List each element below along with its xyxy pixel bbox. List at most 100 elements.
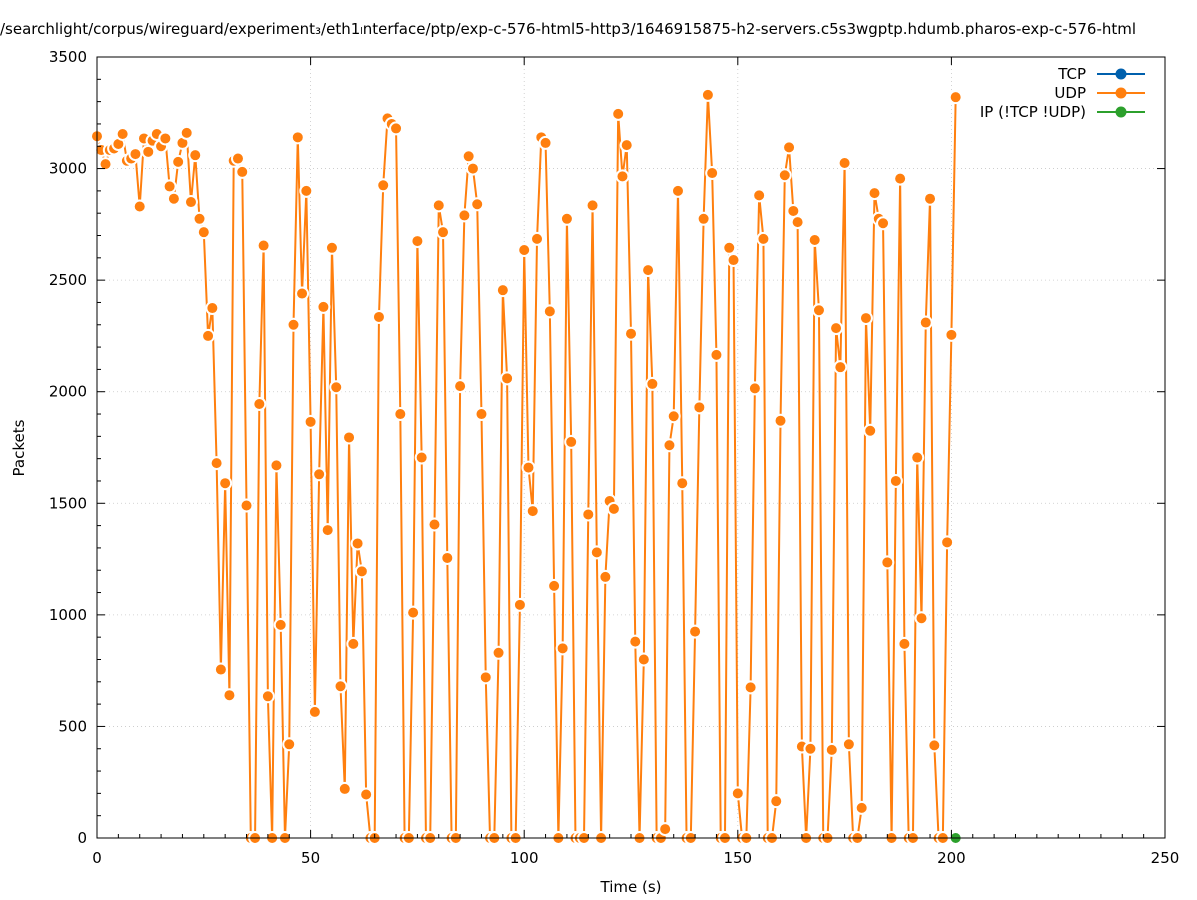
data-point — [666, 409, 681, 424]
data-point — [521, 460, 536, 475]
data-point — [530, 231, 545, 246]
data-point — [260, 689, 275, 704]
data-point — [747, 381, 762, 396]
data-point — [329, 380, 344, 395]
y-tick-label: 0 — [77, 829, 87, 847]
data-point — [863, 423, 878, 438]
data-point — [192, 211, 207, 226]
data-point — [414, 450, 429, 465]
legend-marker — [1115, 87, 1127, 99]
data-point — [209, 456, 224, 471]
data-point — [585, 198, 600, 213]
data-point — [171, 154, 186, 169]
x-tick-label: 200 — [937, 849, 966, 867]
data-point — [230, 151, 245, 166]
data-point — [628, 634, 643, 649]
data-point — [512, 597, 527, 612]
data-point — [376, 178, 391, 193]
data-point — [615, 169, 630, 184]
data-point — [589, 545, 604, 560]
data-point — [940, 535, 955, 550]
data-point — [893, 171, 908, 186]
data-point — [641, 263, 656, 278]
data-point — [726, 253, 741, 268]
legend-label: UDP — [1054, 84, 1086, 102]
ticks: 0 50 100 150 200 2500500100015002000250030003… — [49, 48, 1180, 867]
data-point — [389, 121, 404, 136]
data-point — [235, 164, 250, 179]
data-point — [803, 741, 818, 756]
data-point — [128, 147, 143, 162]
data-point — [491, 645, 506, 660]
legend-marker — [1115, 106, 1127, 118]
data-point — [98, 157, 113, 172]
data-point — [948, 90, 963, 105]
x-tick-label: 100 — [510, 849, 539, 867]
data-point — [324, 240, 339, 255]
data-point — [743, 680, 758, 695]
data-point — [158, 131, 173, 146]
data-point — [782, 140, 797, 155]
data-point — [752, 188, 767, 203]
data-point — [700, 87, 715, 102]
data-point — [542, 304, 557, 319]
data-point — [256, 238, 271, 253]
data-point — [624, 326, 638, 341]
data-point — [371, 309, 386, 324]
x-tick-label: 0 — [92, 849, 102, 867]
legend-label: IP (!TCP !UDP) — [980, 103, 1086, 121]
y-axis-title: Packets — [10, 419, 28, 476]
data-point — [722, 240, 737, 255]
data-point — [769, 794, 784, 809]
data-point — [453, 379, 468, 394]
data-point — [333, 679, 348, 694]
y-tick-label: 1500 — [49, 494, 87, 512]
data-point — [555, 641, 570, 656]
data-point — [478, 670, 493, 685]
data-point — [282, 737, 297, 752]
data-point — [619, 138, 634, 153]
data-point — [547, 578, 562, 593]
x-axis-title: Time (s) — [600, 878, 662, 896]
data-point — [773, 413, 788, 428]
data-point — [500, 371, 515, 386]
x-tick-label: 150 — [723, 849, 752, 867]
data-point — [470, 197, 485, 212]
data-point — [166, 191, 181, 206]
data-point — [354, 564, 369, 579]
data-point — [777, 168, 792, 183]
data-point — [196, 225, 211, 240]
data-point — [273, 617, 288, 632]
data-point — [914, 611, 929, 626]
data-point — [581, 507, 596, 522]
data-point — [867, 186, 882, 201]
data-point — [756, 231, 771, 246]
data-point — [222, 688, 237, 703]
data-point — [290, 130, 305, 145]
data-point — [295, 286, 310, 301]
data-point — [606, 501, 621, 516]
data-point — [841, 737, 856, 752]
data-point — [410, 234, 425, 249]
data-point — [162, 179, 177, 194]
data-point — [927, 738, 942, 753]
data-point — [312, 467, 327, 482]
data-point — [918, 315, 933, 330]
legend-marker — [1115, 68, 1127, 80]
data-point — [427, 517, 442, 532]
y-tick-label: 500 — [58, 717, 87, 735]
y-tick-label: 2000 — [49, 383, 87, 401]
data-point — [696, 211, 711, 226]
data-point — [205, 301, 220, 316]
data-point — [636, 652, 651, 667]
data-point — [670, 183, 685, 198]
y-tick-label: 3500 — [49, 48, 87, 66]
data-point — [406, 605, 421, 620]
data-point — [201, 328, 216, 343]
data-point — [645, 376, 660, 391]
data-point — [393, 407, 408, 422]
data-point — [299, 183, 314, 198]
